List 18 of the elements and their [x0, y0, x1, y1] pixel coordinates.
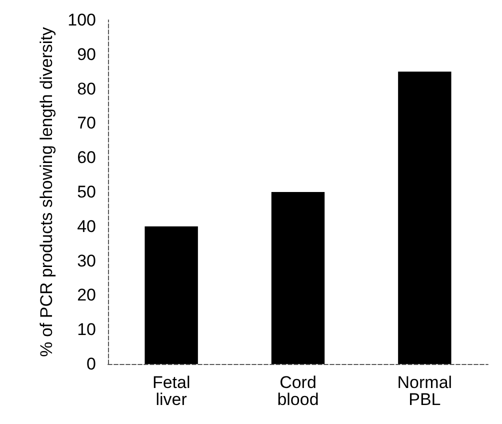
y-tick-label: 20 [77, 286, 96, 305]
y-tick-label: 50 [77, 182, 96, 202]
y-tick-label: 90 [77, 44, 96, 64]
x-tick-label: Fetal liver [152, 373, 190, 409]
y-tick-label: 10 [77, 320, 96, 340]
bar [144, 226, 198, 364]
y-tick-label: 100 [68, 10, 96, 30]
y-tick-label: 40 [77, 216, 96, 236]
y-tick-label: 30 [77, 251, 96, 270]
x-tick-label: Cord blood [277, 373, 319, 409]
y-axis-title: % of PCR products showing length diversity [37, 26, 56, 357]
x-tick-label: Normal PBL [397, 373, 452, 409]
y-tick-label: 80 [77, 79, 96, 98]
bar [271, 192, 325, 364]
y-tick-label: 70 [77, 114, 96, 133]
y-tick-label: 0 [86, 354, 96, 374]
bar [398, 72, 452, 364]
y-tick-label: 60 [77, 148, 96, 168]
